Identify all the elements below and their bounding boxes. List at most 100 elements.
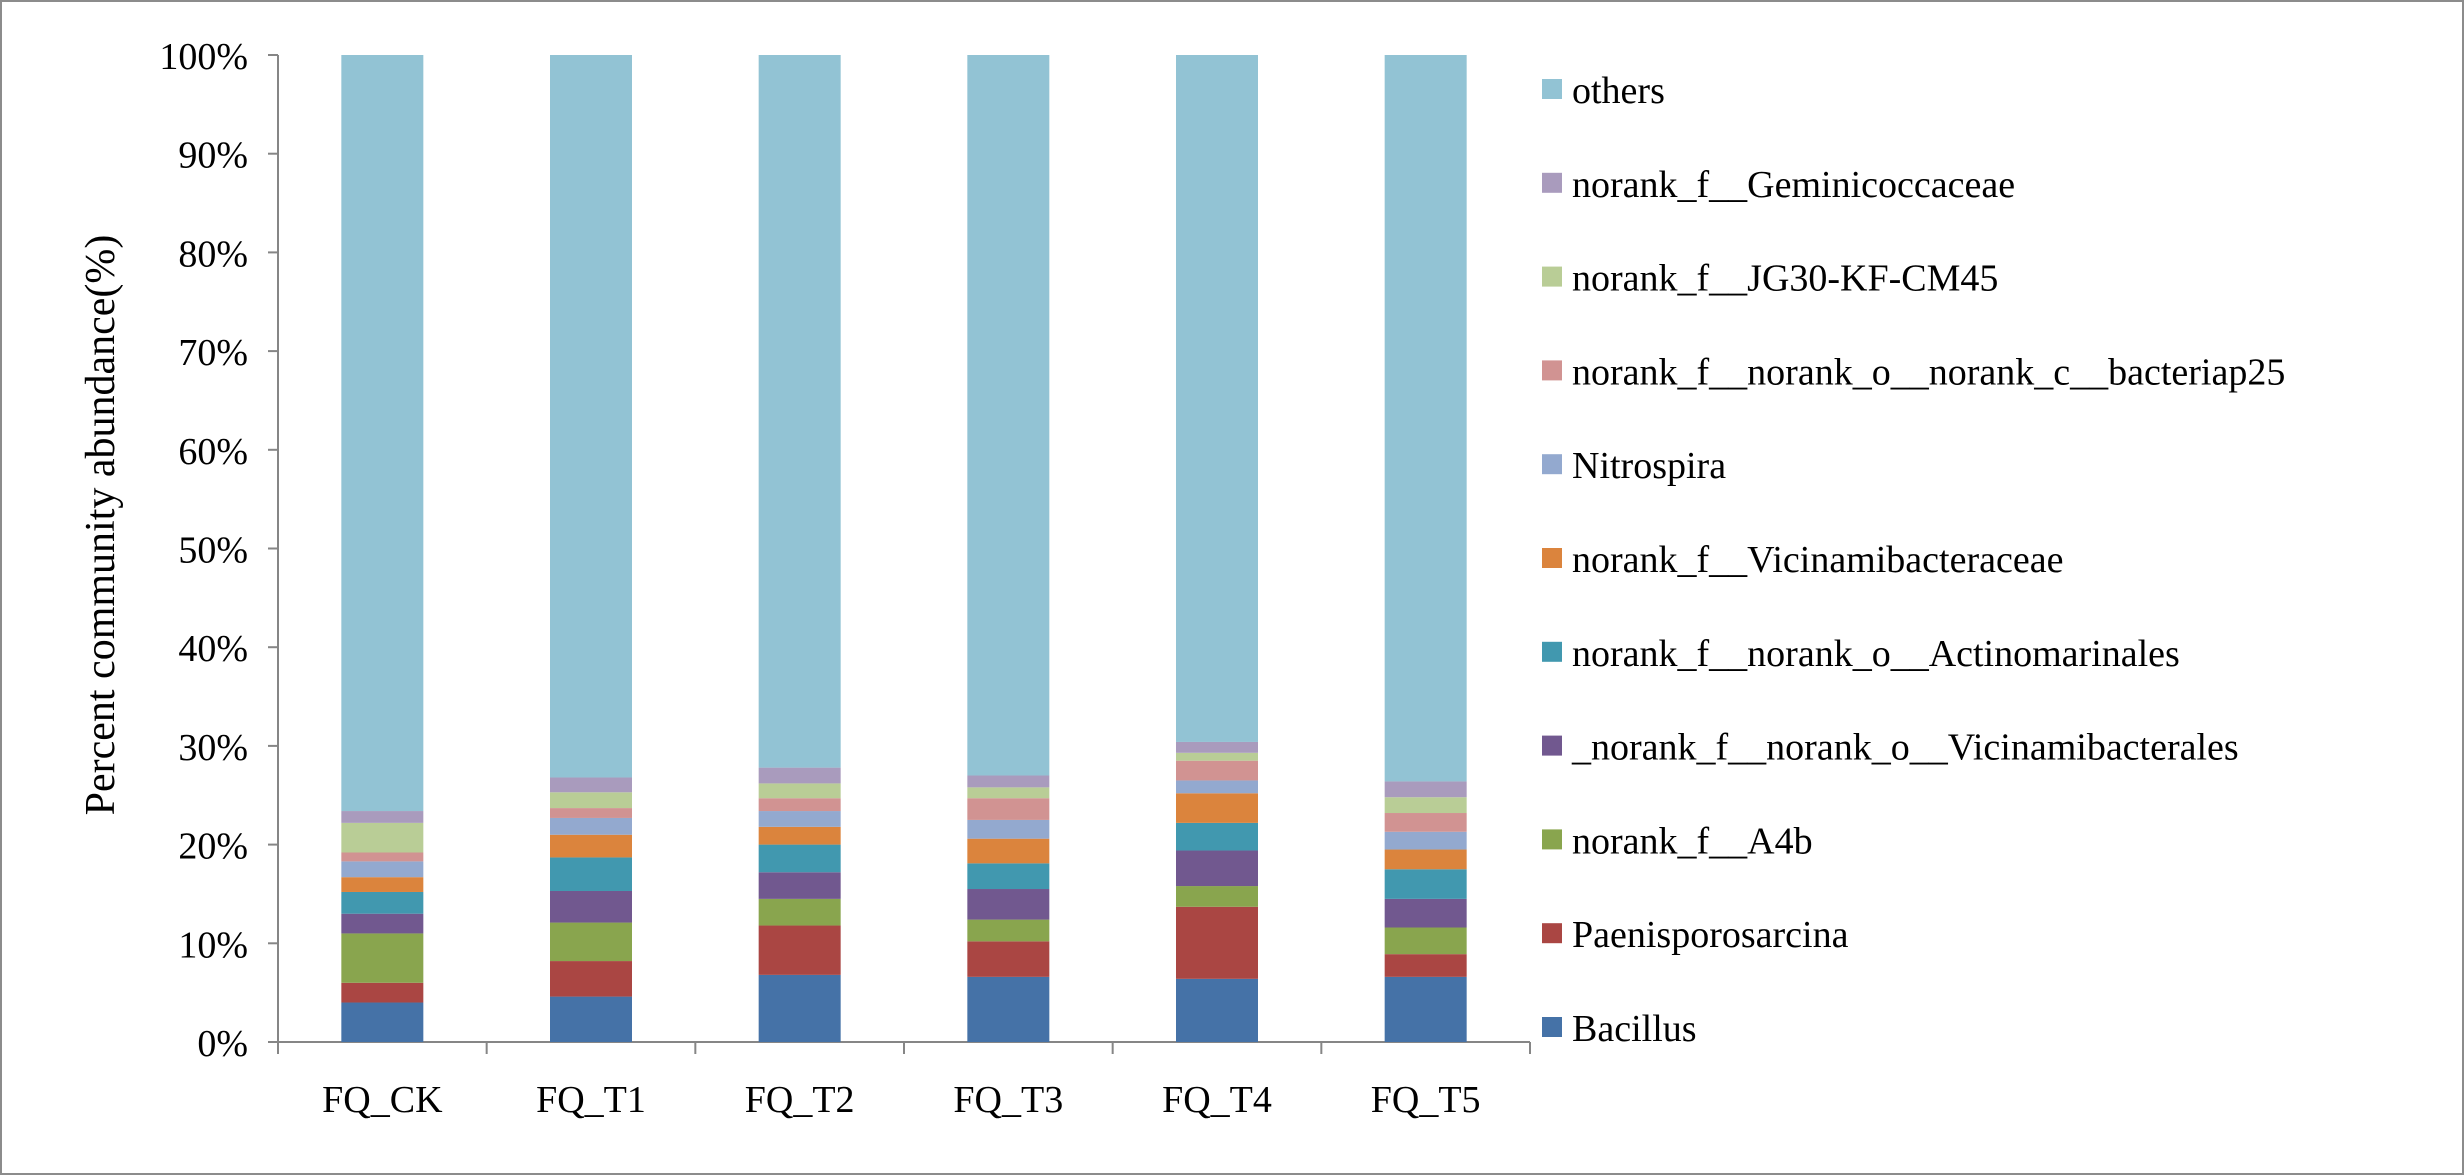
legend-label: norank_f__Geminicoccaceae [1572,164,2015,206]
legend-swatch [1542,360,1562,381]
bar-bacillus [550,996,632,1042]
legend-label: norank_f__norank_o__norank_c__bacteriap2… [1572,351,2285,393]
bar-bacillus [967,976,1050,1042]
bar-others [550,55,632,778]
legend-swatch [1542,548,1562,568]
bar-norank-f-norank-o-norank-c-bacteriap25 [550,808,632,818]
bar-norank-f-geminicoccaceae [1384,781,1467,798]
bar-norank-f-norank-o-vicinamibacterales [1384,898,1467,928]
x-tick-label: FQ_T4 [1162,1079,1272,1121]
bar-nitrospira [758,811,841,827]
bar-nitrospira [1384,831,1467,850]
bars [341,55,1467,1042]
legend-swatch [1542,79,1562,99]
bar-norank-f-geminicoccaceae [1176,741,1258,753]
bar-norank-f-norank-o-actinomarinales [1176,822,1258,851]
bar-norank-f-norank-o-actinomarinales [550,857,632,891]
legend-swatch [1542,923,1562,944]
legend-label: norank_f__Vicinamibacteraceae [1572,539,2063,581]
y-tick-label: 10% [178,924,248,966]
y-axis-title: Percent community abundance(%) [78,235,124,816]
bar-paenisporosarcina [967,941,1050,977]
bar-paenisporosarcina [1176,906,1258,979]
legend-swatch [1542,172,1562,193]
bar-others [341,55,424,812]
x-tick-label: FQ_T3 [953,1079,1063,1121]
bar-norank-f-vicinamibacteraceae [1176,793,1258,823]
bar-norank-f-jg30-kf-cm45 [758,783,841,799]
bar-nitrospira [341,861,424,878]
bar-norank-f-norank-o-actinomarinales [341,891,424,914]
legend-label: _norank_f__norank_o__Vicinamibacterales [1571,727,2239,769]
legend-swatch [1542,266,1562,287]
bar-others [758,55,841,768]
y-tick-label: 20% [178,826,248,868]
y-tick-label: 40% [178,628,248,670]
bar-nitrospira [1176,780,1258,794]
bar-others [1176,55,1258,742]
bar-norank-f-jg30-kf-cm45 [1176,752,1258,761]
bar-norank-f-a4b [1384,927,1467,955]
y-tick-label: 100% [159,36,248,78]
bar-others [967,55,1050,776]
bar-paenisporosarcina [341,982,424,1003]
legend-label: Bacillus [1572,1008,1697,1050]
bar-norank-f-norank-o-vicinamibacterales [1176,850,1258,887]
legend: others norank_f__Geminicoccaceae norank_f_… [1542,70,2285,1050]
y-tick-label: 90% [178,135,248,177]
bar-norank-f-a4b [758,898,841,926]
bar-norank-f-a4b [341,933,424,983]
legend-label: norank_f__norank_o__Actinomarinales [1572,633,2180,675]
bar-norank-f-norank-o-norank-c-bacteriap25 [1384,813,1467,832]
legend-label: norank_f__JG30-KF-CM45 [1572,258,1998,300]
bar-norank-f-a4b [550,922,632,962]
bar-norank-f-norank-o-actinomarinales [1384,869,1467,899]
x-axis: FQ_CK FQ_T1 FQ_T2 FQ_T3 FQ_T4 FQ_T5 [277,1041,1531,1121]
bar-norank-f-vicinamibacteraceae [550,834,632,858]
x-tick-label: FQ_CK [322,1079,443,1121]
bar-norank-f-norank-o-actinomarinales [758,844,841,873]
x-tick-label: FQ_T1 [536,1079,646,1121]
bar-norank-f-norank-o-actinomarinales [967,863,1050,890]
bar-norank-f-norank-o-vicinamibacterales [550,890,632,923]
bar-norank-f-norank-o-vicinamibacterales [967,889,1050,920]
legend-label: Paenisporosarcina [1572,914,1849,956]
bar-norank-f-a4b [967,919,1050,942]
bar-norank-f-vicinamibacteraceae [758,826,841,845]
bar-bacillus [758,974,841,1042]
bar-norank-f-jg30-kf-cm45 [341,822,424,853]
bar-paenisporosarcina [758,925,841,975]
bar-norank-f-norank-o-vicinamibacterales [341,913,424,934]
bar-norank-f-jg30-kf-cm45 [1384,797,1467,814]
bar-bacillus [1176,978,1258,1042]
y-tick-label: 50% [178,530,248,572]
bar-norank-f-vicinamibacteraceae [341,877,424,892]
y-tick-label: 0% [197,1023,248,1065]
y-tick-label: 60% [178,431,248,473]
bar-norank-f-norank-o-norank-c-bacteriap25 [1176,760,1258,781]
x-tick-label: FQ_T2 [745,1079,855,1121]
bar-norank-f-jg30-kf-cm45 [967,787,1050,799]
bar-paenisporosarcina [1384,954,1467,977]
bar-paenisporosarcina [550,961,632,997]
legend-label: others [1572,70,1665,112]
bar-nitrospira [550,817,632,835]
legend-swatch [1542,829,1562,850]
y-tick-label: 80% [178,233,248,275]
legend-swatch [1542,1017,1562,1037]
bar-bacillus [1384,976,1467,1042]
legend-swatch [1542,735,1562,756]
bar-norank-f-norank-o-norank-c-bacteriap25 [341,852,424,862]
y-tick-label: 30% [178,727,248,769]
bar-nitrospira [967,819,1050,839]
bar-norank-f-a4b [1176,886,1258,907]
bar-others [1384,55,1467,782]
bar-norank-f-geminicoccaceae [550,777,632,793]
bar-norank-f-jg30-kf-cm45 [550,792,632,809]
bar-norank-f-geminicoccaceae [341,811,424,823]
legend-label: norank_f__A4b [1572,820,1813,862]
legend-swatch [1542,454,1562,475]
bar-norank-f-geminicoccaceae [758,767,841,784]
